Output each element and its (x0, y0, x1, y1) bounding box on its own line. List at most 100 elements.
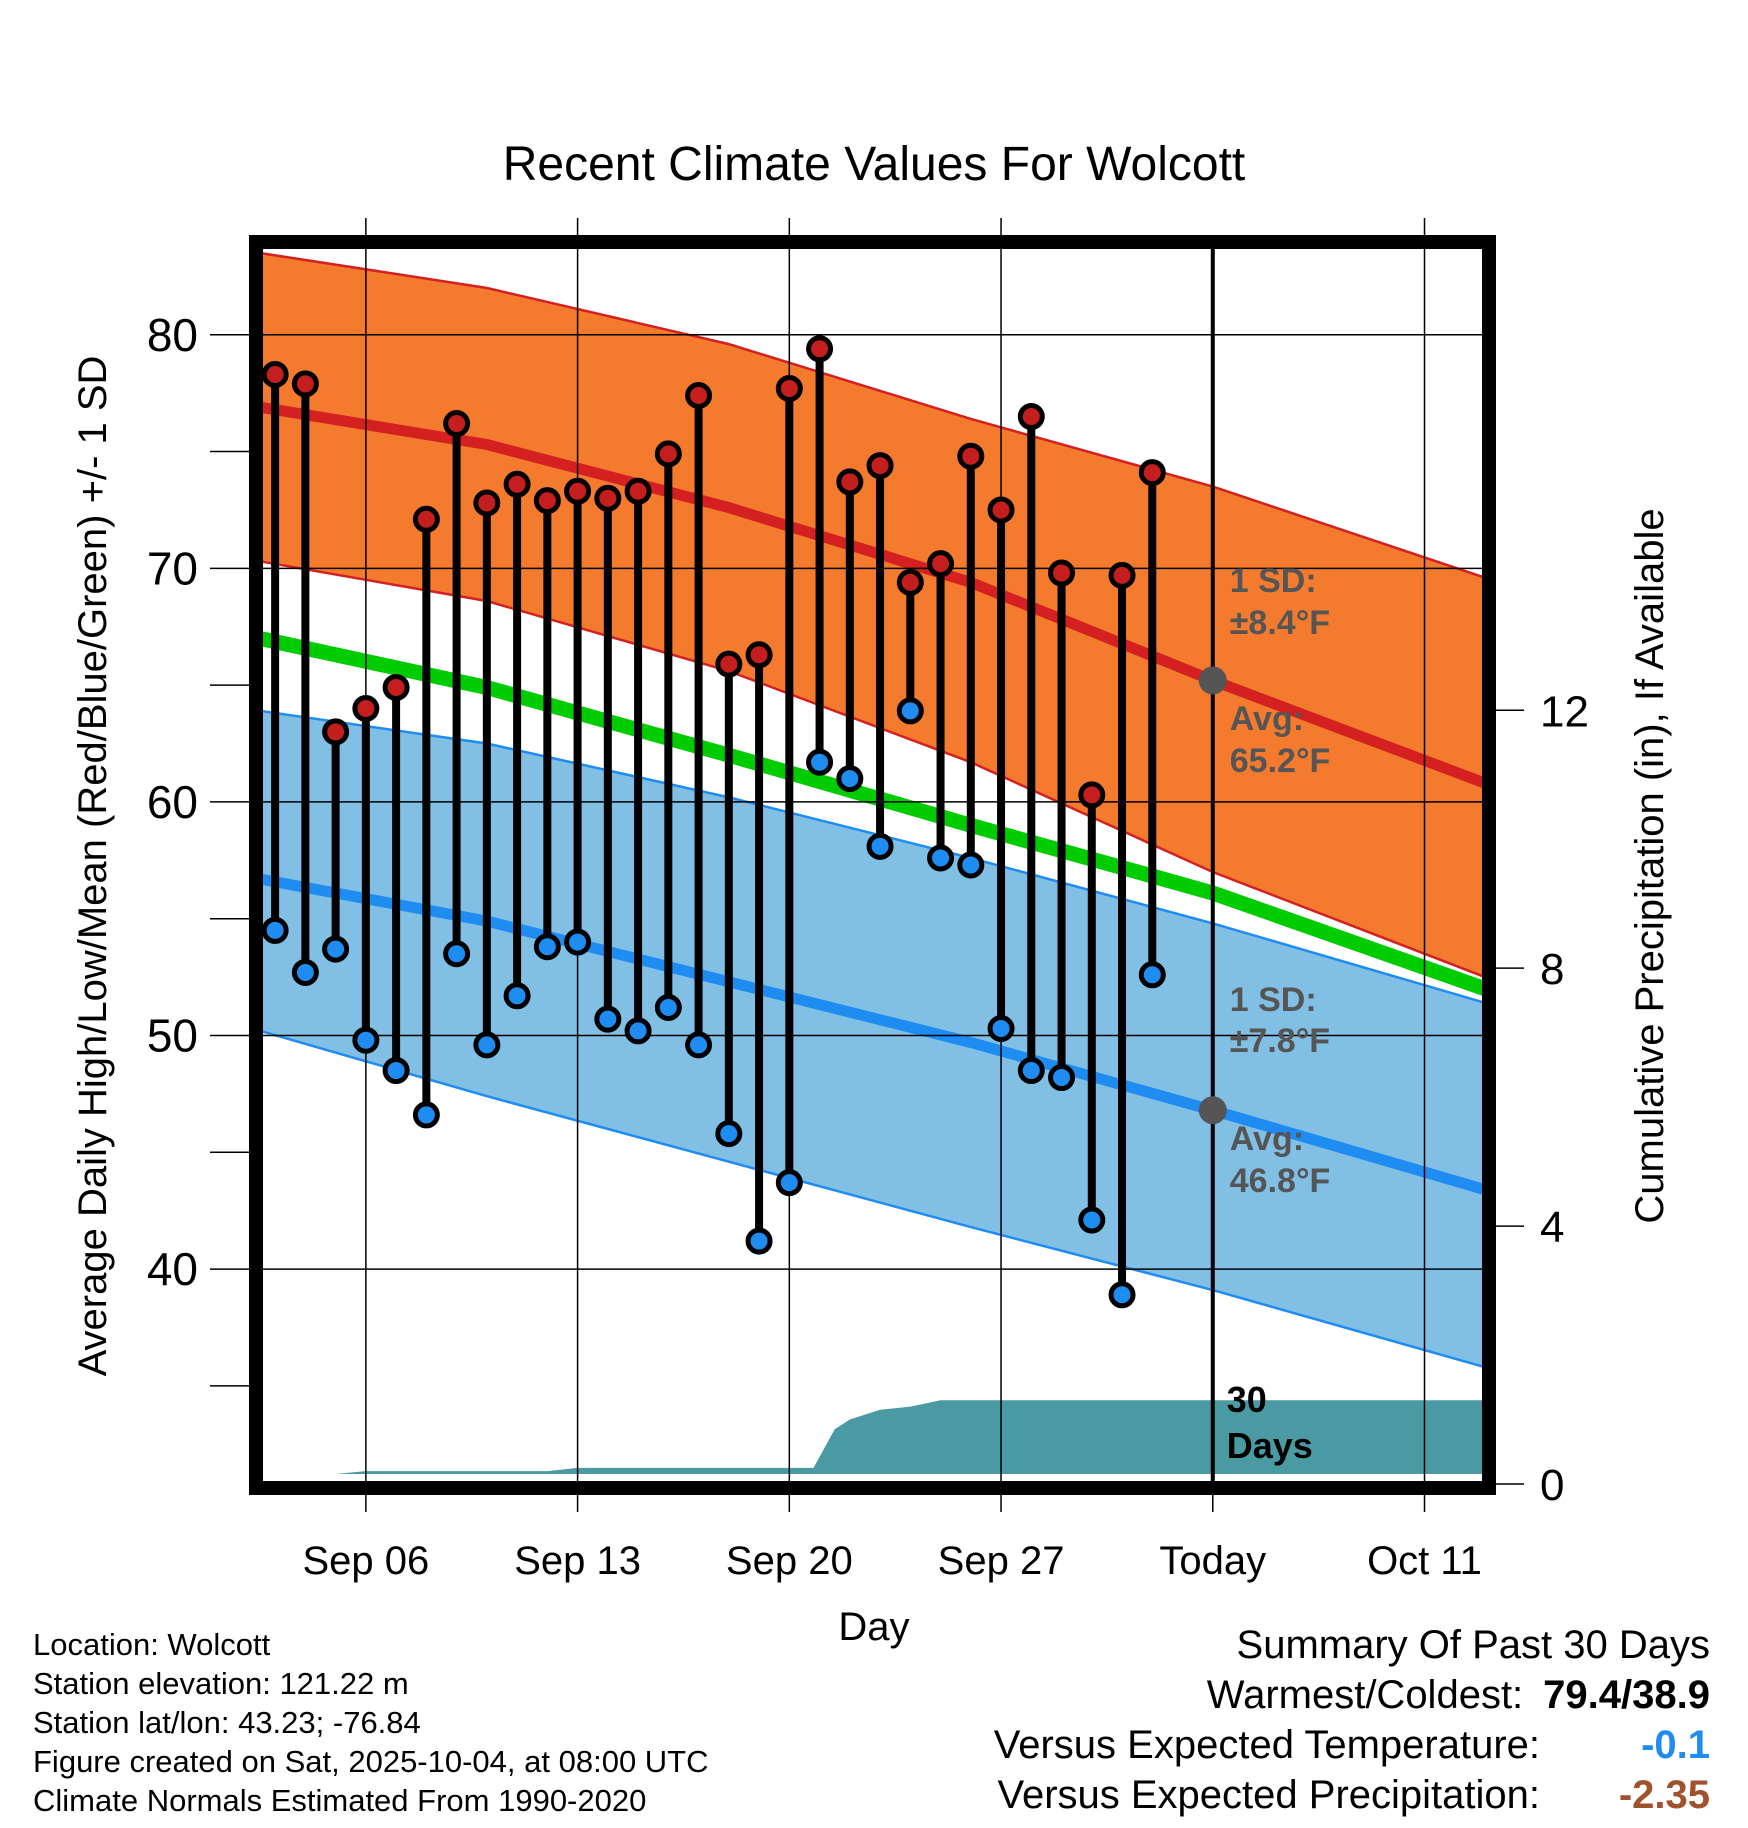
observed-low-point (412, 1101, 440, 1129)
warm-cold-value: 79.4/38.9 (1543, 1673, 1710, 1717)
y2-axis-label: Cumulative Precipitation (in), If Availa… (1628, 508, 1672, 1223)
observed-low-point (564, 928, 592, 956)
observed-low-point (1017, 1057, 1045, 1085)
summary-precip-row: Versus Expected Precipitation: -2.35 (994, 1770, 1710, 1820)
y-axis-label: Average Daily High/Low/Mean (Red/Blue/Gr… (71, 356, 115, 1377)
observed-high-point (1017, 403, 1045, 431)
y2-tick-label: 12 (1540, 687, 1589, 736)
normals-text: Climate Normals Estimated From 1990-2020 (33, 1783, 647, 1818)
observed-high-point (503, 470, 531, 498)
warm-cold-label: Warmest/Coldest: (1206, 1673, 1524, 1717)
y2-tick-label: 8 (1540, 945, 1564, 994)
x-tick-label: Sep 13 (514, 1539, 641, 1583)
high-sd-band (260, 253, 1485, 978)
observed-high-point (412, 505, 440, 533)
observed-low-point (836, 765, 864, 793)
plot-frame (249, 235, 1496, 1495)
high-upper-line (259, 251, 1486, 579)
low-sd-label: 1 SD: (1230, 981, 1317, 1019)
observed-high-point (291, 370, 319, 398)
period-unit-label: Days (1227, 1425, 1313, 1466)
observed-low-point (715, 1120, 743, 1148)
observed-low-point (291, 958, 319, 986)
precip-label: Versus Expected Precipitation: (997, 1773, 1540, 1817)
observed-low-point (1108, 1281, 1136, 1309)
observed-low-point (594, 1005, 622, 1033)
high-avg-label: Avg: (1230, 700, 1304, 738)
summary-title: Summary Of Past 30 Days (1236, 1623, 1710, 1667)
y2-tick-label: 4 (1540, 1203, 1564, 1252)
observed-low-point (1138, 961, 1166, 989)
y-tick-label: 70 (147, 542, 198, 594)
observed-low-point (1048, 1064, 1076, 1092)
observed-low-point (775, 1169, 803, 1197)
observed-low-point (352, 1026, 380, 1054)
observed-high-point (533, 487, 561, 515)
observed-low-point (866, 832, 894, 860)
x-tick-label: Sep 06 (302, 1539, 429, 1583)
location-text: Location: Wolcott (33, 1627, 271, 1662)
y-tick-label: 60 (147, 776, 198, 828)
observed-low-point (957, 851, 985, 879)
summary-temp-row: Versus Expected Temperature: -0.1 (994, 1720, 1710, 1770)
high-avg-value: 65.2°F (1230, 742, 1331, 780)
observed-high-point (261, 360, 289, 388)
summary-warm-cold-row: Warmest/Coldest: 79.4/38.9 (994, 1670, 1710, 1720)
observed-high-point (685, 381, 713, 409)
x-tick-label: Oct 11 (1367, 1539, 1482, 1583)
observed-high-point (624, 477, 652, 505)
y-tick-label: 50 (147, 1010, 198, 1062)
elevation-text: Station elevation: 121.22 m (33, 1666, 409, 1701)
observed-high-point (806, 335, 834, 363)
low-sd-value: ±7.8°F (1230, 1022, 1330, 1060)
observed-high-point (594, 484, 622, 512)
observed-high-point (957, 442, 985, 470)
observed-low-point (624, 1017, 652, 1045)
observed-high-point (927, 550, 955, 578)
observed-high-point (836, 468, 864, 496)
observed-low-point (806, 748, 834, 776)
precipitation-area (260, 1400, 1485, 1474)
observed-high-point (987, 496, 1015, 524)
high-sd-label: 1 SD: (1230, 562, 1317, 600)
temp-value: -0.1 (1641, 1723, 1710, 1767)
observed-high-point (896, 568, 924, 596)
observed-high-point (473, 489, 501, 517)
x-tick-label: Sep 27 (938, 1539, 1065, 1583)
low-avg-value: 46.8°F (1230, 1162, 1331, 1200)
observed-high-point (1108, 561, 1136, 589)
high-sd-value: ±8.4°F (1230, 604, 1330, 642)
observed-low-point (987, 1015, 1015, 1043)
temp-label: Versus Expected Temperature: (993, 1723, 1540, 1767)
observed-high-point (654, 440, 682, 468)
low-lower-line (259, 1029, 1486, 1369)
observed-low-point (745, 1227, 773, 1255)
precip-value: -2.35 (1618, 1773, 1710, 1817)
summary-panel: Summary Of Past 30 Days Warmest/Coldest:… (994, 1620, 1710, 1820)
observed-high-point (382, 673, 410, 701)
x-tick-label: Sep 20 (726, 1539, 853, 1583)
observed-high-point (745, 641, 773, 669)
observed-low-point (261, 916, 289, 944)
observed-high-point (564, 477, 592, 505)
created-text: Figure created on Sat, 2025-10-04, at 08… (33, 1744, 709, 1779)
observed-high-point (866, 452, 894, 480)
low-sd-band (260, 710, 1485, 1368)
low-avg-label: Avg: (1230, 1120, 1304, 1158)
observed-low-point (473, 1031, 501, 1059)
observed-high-point (1048, 559, 1076, 587)
y-tick-label: 80 (147, 309, 198, 361)
observed-high-point (775, 374, 803, 402)
observed-low-point (382, 1057, 410, 1085)
observed-low-point (1078, 1206, 1106, 1234)
y2-tick-label: 0 (1540, 1461, 1564, 1510)
observed-high-point (1078, 781, 1106, 809)
station-metadata: Location: Wolcott Station elevation: 121… (33, 1625, 709, 1820)
observed-low-point (927, 844, 955, 872)
latlon-text: Station lat/lon: 43.23; -76.84 (33, 1705, 421, 1740)
observed-low-point (896, 697, 924, 725)
today-low-avg-marker (1198, 1096, 1227, 1125)
x-axis-label: Day (838, 1605, 909, 1649)
observed-low-point (322, 935, 350, 963)
observed-low-point (654, 993, 682, 1021)
